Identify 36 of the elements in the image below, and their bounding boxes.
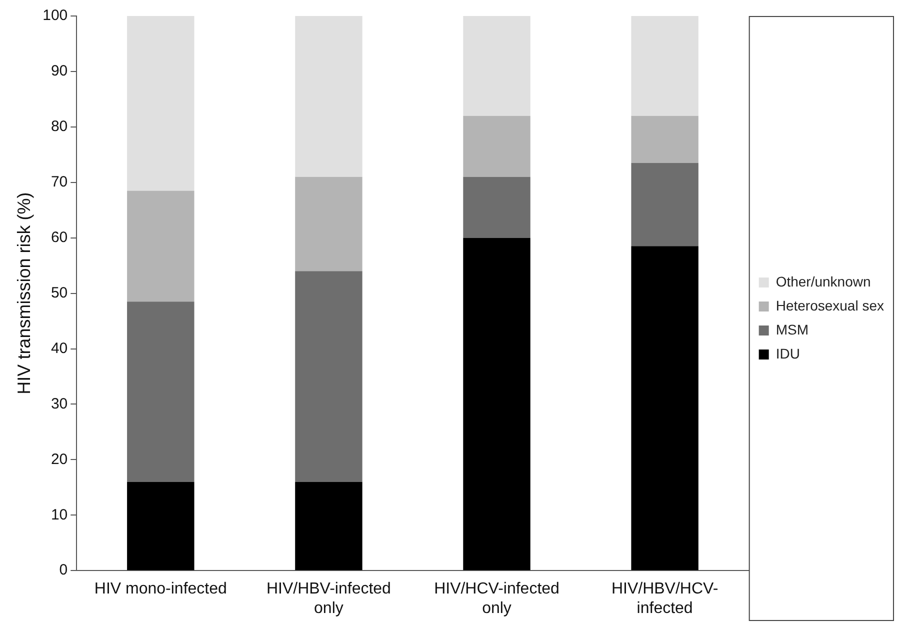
bar [127, 482, 194, 570]
y-tick-label: 80 [50, 118, 68, 136]
bar [463, 116, 530, 177]
legend-label: IDU [776, 345, 800, 362]
y-tick-label: 40 [50, 340, 68, 357]
x-tick-label: HIV/HCV-infected only [434, 580, 560, 617]
bar [127, 302, 194, 482]
bar [631, 116, 698, 163]
y-tick-label: 50 [50, 284, 68, 302]
bar [295, 176, 362, 272]
bar [631, 246, 698, 570]
y-tick-label: 70 [50, 174, 68, 191]
bar [127, 190, 194, 302]
x-tick-label: HIV mono-infected [94, 580, 227, 598]
y-tick-label: 30 [50, 395, 68, 412]
y-tick-label: 100 [42, 7, 68, 24]
legend-label: Heterosexual sex [776, 297, 884, 314]
x-tick-label: HIV/HBV-infected only [266, 580, 391, 617]
y-tick-label: 10 [50, 506, 68, 524]
bar [295, 16, 362, 177]
bar [631, 16, 698, 116]
bar [463, 238, 530, 570]
bar [295, 271, 362, 482]
bar [631, 162, 698, 246]
y-tick-label: 90 [50, 62, 68, 80]
legend-label: MSM [776, 321, 809, 338]
legend-label: Other/unknown [776, 273, 871, 290]
x-tick-label: HIV/HBV/HCV-infected [611, 580, 718, 617]
y-tick-label: 20 [50, 450, 68, 468]
y-tick-label: 0 [59, 562, 68, 579]
bar [295, 482, 362, 570]
bar [127, 16, 194, 191]
bar [463, 16, 530, 116]
y-tick-label: 60 [50, 228, 68, 246]
bar [463, 176, 530, 238]
y-axis-title: HIV transmission risk (%) [14, 192, 34, 394]
